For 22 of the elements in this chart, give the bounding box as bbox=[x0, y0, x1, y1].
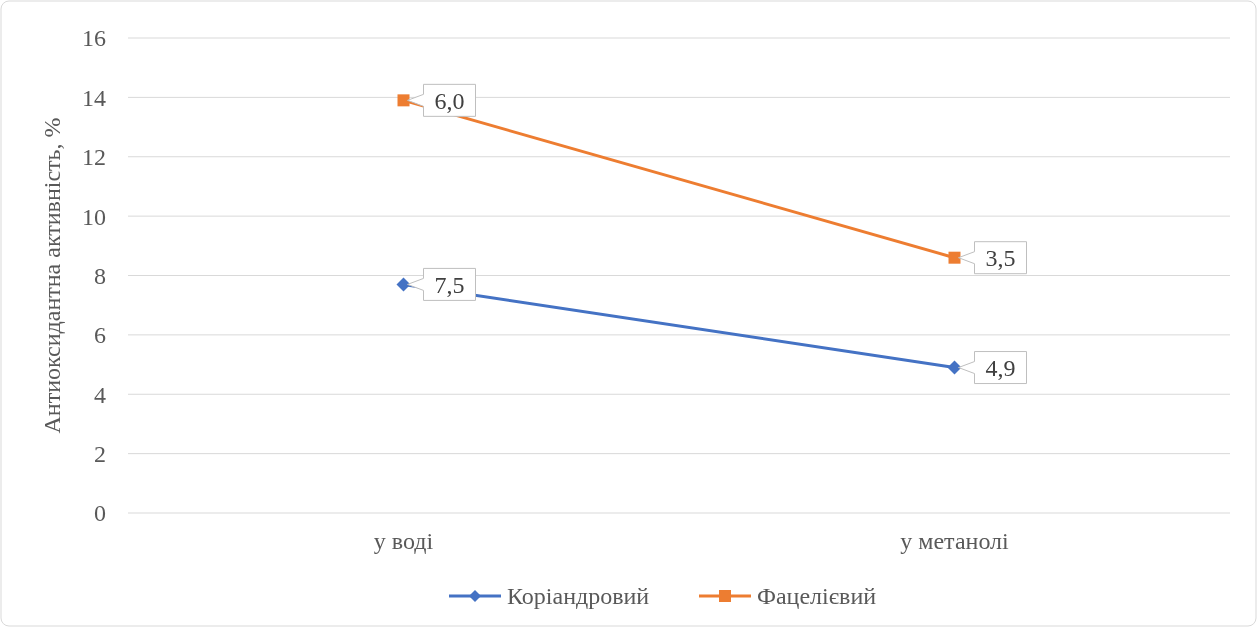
y-tick-label: 8 bbox=[94, 262, 106, 289]
point bbox=[396, 277, 411, 292]
annotation: 7,5 bbox=[434, 271, 465, 298]
annotation: 6,0 bbox=[434, 87, 465, 114]
annotation: 4,9 bbox=[985, 354, 1016, 381]
y-tick-label: 16 bbox=[82, 25, 106, 52]
y-tick-label: 0 bbox=[94, 500, 106, 527]
point bbox=[947, 360, 962, 375]
y-axis-title: Антиоксидантна активність, % bbox=[39, 117, 65, 434]
y-tick-label: 4 bbox=[94, 381, 106, 408]
x-tick-label: у метанолі bbox=[900, 528, 1010, 554]
annotation: 3,5 bbox=[985, 245, 1016, 272]
legend-label: Фацелієвий bbox=[757, 583, 877, 610]
y-tick-label: 2 bbox=[94, 441, 106, 468]
y-tick-label: 6 bbox=[94, 322, 106, 349]
y-tick-label: 14 bbox=[82, 84, 106, 111]
x-tick-label: у воді bbox=[373, 528, 434, 554]
y-tick-label: 12 bbox=[82, 144, 106, 171]
legend-label: Коріандровий bbox=[507, 583, 650, 610]
y-tick-label: 10 bbox=[82, 203, 106, 230]
point bbox=[397, 94, 410, 107]
point bbox=[948, 251, 961, 264]
